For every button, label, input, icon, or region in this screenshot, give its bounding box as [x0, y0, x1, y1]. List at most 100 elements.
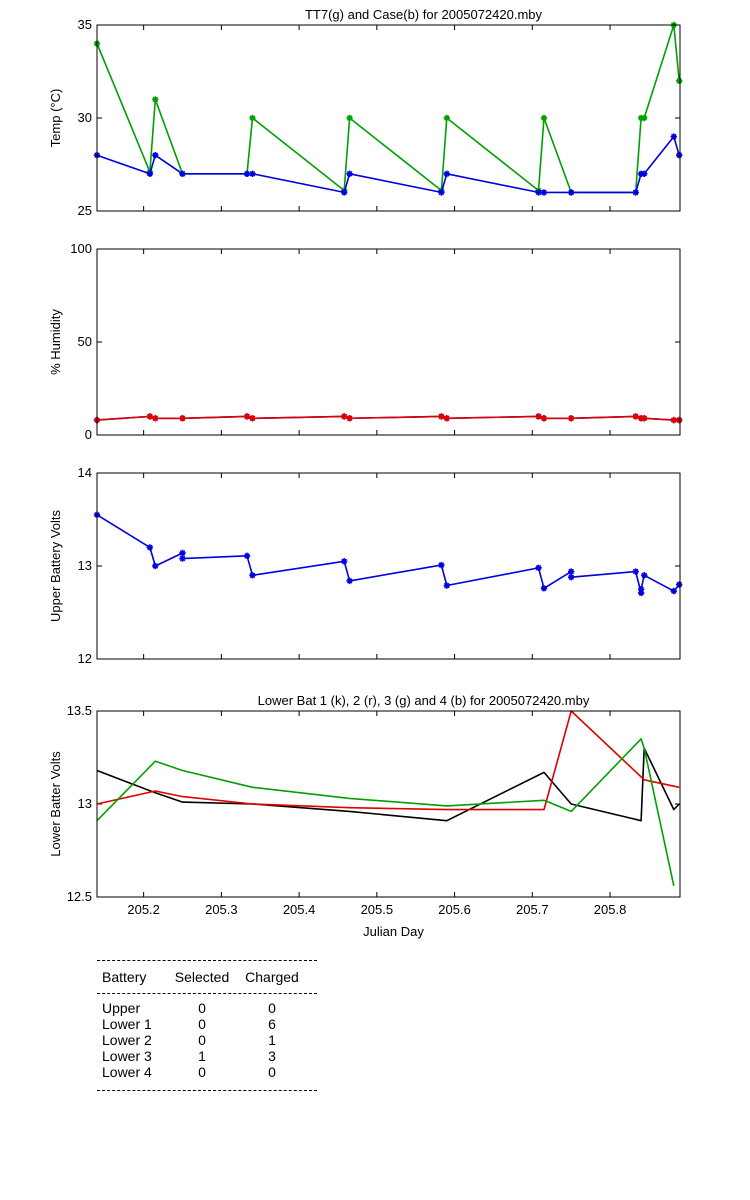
data-point: [443, 582, 450, 589]
data-point: [567, 573, 575, 581]
battery-name: Upper: [102, 1000, 141, 1016]
series-line-1: [96, 24, 680, 194]
table-row: Lower 1 0 6: [97, 1016, 317, 1032]
data-point: [670, 133, 677, 140]
chart-panel-3: 12 13 14 Upper Battery Volts: [48, 465, 683, 666]
battery-charged: 1: [268, 1032, 276, 1048]
y-axis-label: Lower Batter Volts: [48, 751, 63, 857]
data-point: [179, 555, 186, 562]
data-point: [567, 189, 575, 196]
y-tick-label: 12.5: [67, 889, 92, 904]
table-bottom-rule: [97, 1090, 317, 1091]
battery-selected: 1: [198, 1048, 206, 1064]
data-point: [540, 189, 548, 196]
header-selected: Selected: [174, 969, 230, 985]
data-point: [152, 415, 159, 422]
data-point: [146, 170, 154, 177]
data-point: [438, 561, 445, 569]
x-tick-label: 205.6: [438, 902, 471, 917]
table-row: Lower 2 0 1: [97, 1032, 317, 1048]
data-point: [535, 189, 542, 196]
x-tick-label: 205.2: [127, 902, 160, 917]
battery-name: Lower 3: [102, 1048, 152, 1064]
data-point: [179, 415, 186, 422]
x-tick-label: 205.4: [283, 902, 316, 917]
series-line-2: [96, 135, 680, 194]
chart-panel-2: 0 50 100 % Humidity: [48, 241, 683, 442]
x-tick-label: 205.3: [205, 902, 238, 917]
data-point: [340, 413, 348, 420]
data-point: [443, 170, 450, 177]
chart-title: TT7(g) and Case(b) for 2005072420.mby: [305, 7, 543, 22]
plot-frame: [96, 472, 681, 660]
y-tick-label: 14: [78, 465, 92, 480]
x-tick-label: 205.5: [361, 902, 394, 917]
battery-name: Lower 4: [102, 1064, 152, 1080]
y-tick-label: 30: [78, 110, 92, 125]
chart-title: Lower Bat 1 (k), 2 (r), 3 (g) and 4 (b) …: [258, 693, 590, 708]
battery-selected: 0: [198, 1000, 206, 1016]
data-point: [632, 189, 639, 196]
y-tick-label: 12: [78, 651, 92, 666]
table-row: Lower 4 0 0: [97, 1064, 317, 1080]
data-point: [243, 170, 251, 177]
data-point: [670, 587, 677, 595]
data-point: [146, 413, 154, 420]
header-charged: Charged: [245, 969, 299, 985]
data-point: [340, 558, 348, 565]
data-point: [632, 568, 639, 575]
data-point: [540, 114, 548, 122]
plot-frame: [96, 248, 681, 436]
data-point: [641, 415, 648, 422]
series-line-2: [96, 710, 680, 811]
y-axis-label: Upper Battery Volts: [48, 510, 63, 622]
data-point: [670, 416, 677, 424]
y-axis-label: Temp (°C): [48, 89, 63, 148]
data-point: [676, 416, 683, 424]
series-line-1: [96, 747, 680, 822]
data-point: [346, 114, 353, 122]
data-point: [152, 152, 159, 159]
data-point: [249, 170, 256, 177]
data-point: [641, 572, 648, 579]
data-point: [676, 152, 683, 159]
data-point: [346, 577, 353, 585]
battery-charged: 0: [268, 1000, 276, 1016]
battery-name: Lower 2: [102, 1032, 152, 1048]
data-point: [243, 552, 251, 559]
y-tick-label: 13: [78, 796, 92, 811]
y-tick-label: 13.5: [67, 703, 92, 718]
data-point: [535, 413, 542, 420]
x-tick-label: 205.7: [516, 902, 549, 917]
plot-frame: [96, 24, 681, 212]
plot-frame: [96, 710, 681, 898]
data-point: [637, 589, 645, 597]
table-top-rule: [97, 960, 317, 961]
data-point: [152, 96, 159, 103]
header-battery: Battery: [102, 969, 147, 985]
data-point: [346, 415, 353, 422]
data-point: [146, 544, 154, 551]
chart-panel-1: 25 30 35 TT7(g) and Case(b) for 2005072420.…: [48, 7, 683, 218]
data-point: [535, 564, 542, 572]
y-tick-label: 0: [85, 427, 92, 442]
battery-table: Battery Selected Charged Upper 0 0 Lower…: [97, 960, 317, 1091]
table-header-row: Battery Selected Charged: [97, 961, 317, 993]
data-point: [540, 585, 548, 592]
data-point: [249, 572, 256, 579]
y-tick-label: 50: [78, 334, 92, 349]
data-point: [641, 114, 648, 122]
data-point: [438, 189, 445, 196]
battery-name: Lower 1: [102, 1016, 152, 1032]
data-point: [438, 413, 445, 420]
data-point: [443, 114, 450, 122]
battery-selected: 0: [198, 1032, 206, 1048]
table-row: Upper 0 0: [97, 1000, 317, 1016]
data-point: [340, 189, 348, 196]
y-axis-label: % Humidity: [48, 309, 63, 375]
y-tick-label: 25: [78, 203, 92, 218]
data-point: [179, 549, 186, 557]
table-row: Lower 3 1 3: [97, 1048, 317, 1064]
y-tick-label: 100: [70, 241, 92, 256]
